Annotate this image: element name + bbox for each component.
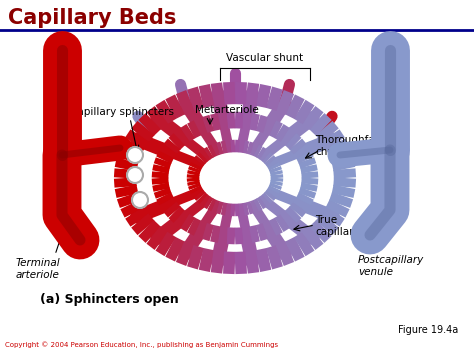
Text: Thoroughfare
channel: Thoroughfare channel (315, 135, 385, 157)
Circle shape (135, 195, 141, 201)
Text: Postcapillary
venule: Postcapillary venule (358, 255, 424, 277)
Circle shape (127, 167, 143, 183)
Circle shape (130, 150, 136, 156)
Text: Precapillary sphincters: Precapillary sphincters (55, 107, 174, 117)
Text: Figure 19.4a: Figure 19.4a (398, 325, 458, 335)
Text: Copyright © 2004 Pearson Education, Inc., publishing as Benjamin Cummings: Copyright © 2004 Pearson Education, Inc.… (5, 342, 278, 348)
Text: Capillary Beds: Capillary Beds (8, 8, 176, 28)
Circle shape (127, 147, 143, 163)
Text: Vascular shunt: Vascular shunt (227, 53, 303, 63)
Text: True
capillaries: True capillaries (315, 215, 368, 237)
Text: (a) Sphincters open: (a) Sphincters open (40, 294, 179, 306)
Circle shape (130, 170, 136, 176)
Text: Metarteriole: Metarteriole (195, 105, 259, 115)
Text: Terminal
arteriole: Terminal arteriole (16, 258, 60, 280)
Circle shape (132, 192, 148, 208)
